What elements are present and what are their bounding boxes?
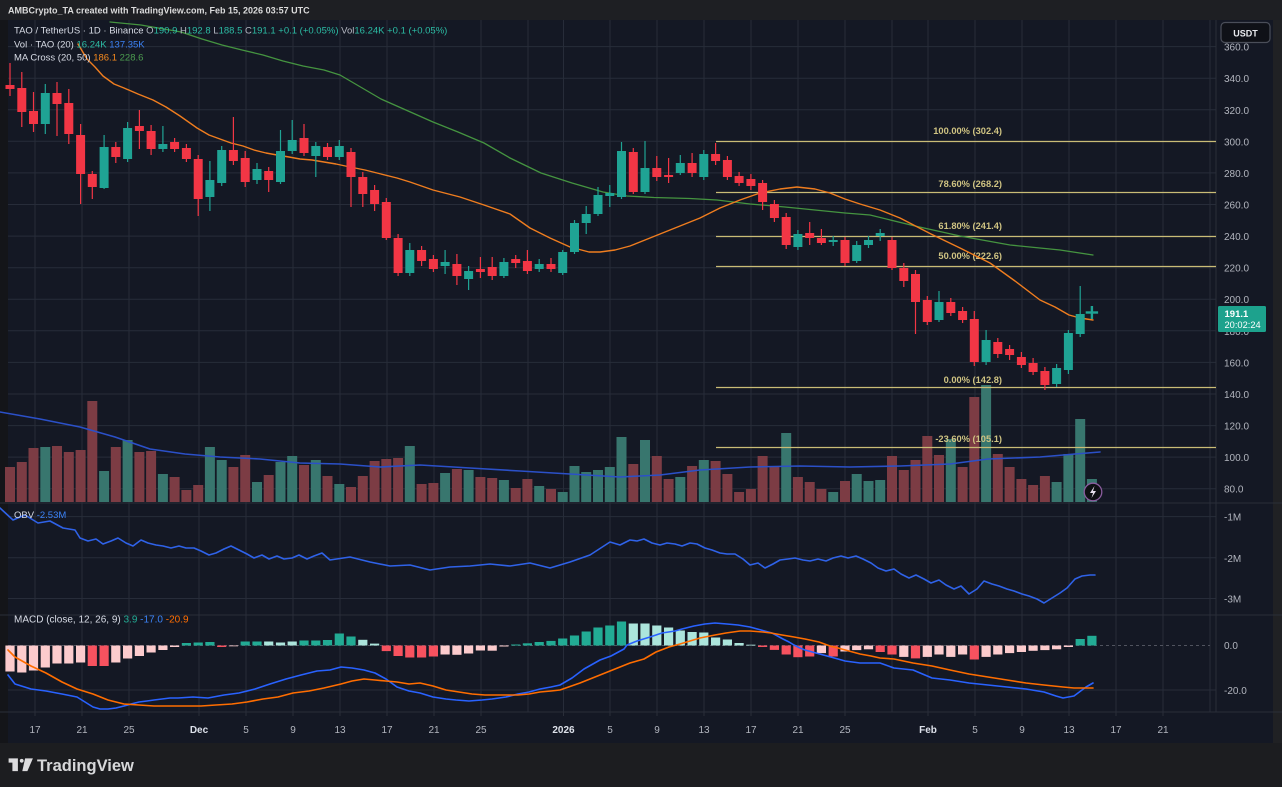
svg-text:78.60% (268.2): 78.60% (268.2): [938, 179, 1002, 189]
svg-text:9: 9: [290, 725, 296, 736]
svg-text:61.80% (241.4): 61.80% (241.4): [938, 221, 1002, 231]
svg-text:9: 9: [654, 725, 660, 736]
svg-text:5: 5: [972, 725, 978, 736]
svg-text:21: 21: [76, 725, 88, 736]
svg-text:17: 17: [1110, 725, 1122, 736]
svg-text:USDT: USDT: [1233, 29, 1258, 39]
svg-text:OBV -2.53M: OBV -2.53M: [14, 510, 66, 521]
svg-text:5: 5: [243, 725, 249, 736]
svg-text:17: 17: [29, 725, 41, 736]
svg-text:9: 9: [1019, 725, 1025, 736]
svg-text:300.0: 300.0: [1224, 137, 1249, 148]
svg-text:MA Cross (20, 50) 186.1 228.: MA Cross (20, 50) 186.1 228.6: [14, 53, 143, 64]
svg-text:-1M: -1M: [1224, 513, 1241, 524]
svg-text:MACD (close, 12, 26, 9) 3.9: MACD (close, 12, 26, 9) 3.9 -17.0 -20.9: [14, 615, 189, 626]
svg-text:180.0: 180.0: [1224, 327, 1249, 338]
svg-text:21: 21: [1157, 725, 1169, 736]
svg-text:0.00% (142.8): 0.00% (142.8): [944, 375, 1002, 385]
svg-text:Vol · TAO (20) 16.24K 137.35: Vol · TAO (20) 16.24K 137.35K: [14, 40, 145, 51]
svg-text:220.0: 220.0: [1224, 264, 1249, 275]
svg-text:340.0: 340.0: [1224, 74, 1249, 85]
svg-text:-3M: -3M: [1224, 595, 1241, 606]
svg-text:2026: 2026: [552, 725, 575, 736]
svg-text:140.0: 140.0: [1224, 390, 1249, 401]
svg-text:TradingView: TradingView: [37, 757, 134, 775]
svg-text:20:02:24: 20:02:24: [1225, 320, 1261, 330]
svg-text:13: 13: [334, 725, 346, 736]
svg-text:50.00% (222.6): 50.00% (222.6): [938, 251, 1002, 261]
svg-text:25: 25: [839, 725, 851, 736]
svg-text:-2M: -2M: [1224, 554, 1241, 565]
svg-text:0.0: 0.0: [1224, 641, 1238, 652]
svg-text:13: 13: [1063, 725, 1075, 736]
svg-text:120.0: 120.0: [1224, 422, 1249, 433]
svg-text:160.0: 160.0: [1224, 358, 1249, 369]
svg-text:TAO / TetherUS · 1D · Binance: TAO / TetherUS · 1D · Binance O190.9 H19…: [14, 26, 447, 37]
svg-text:AMBCrypto_TA created with Trad: AMBCrypto_TA created with TradingView.co…: [8, 6, 310, 16]
svg-text:17: 17: [381, 725, 393, 736]
svg-text:17: 17: [745, 725, 757, 736]
svg-text:13: 13: [698, 725, 710, 736]
svg-text:-23.60% (105.1): -23.60% (105.1): [935, 434, 1002, 444]
svg-text:21: 21: [428, 725, 440, 736]
svg-text:25: 25: [123, 725, 135, 736]
svg-text:240.0: 240.0: [1224, 232, 1249, 243]
svg-text:100.0: 100.0: [1224, 453, 1249, 464]
svg-text:Feb: Feb: [919, 725, 937, 736]
svg-text:-20.0: -20.0: [1224, 686, 1247, 697]
svg-text:320.0: 320.0: [1224, 106, 1249, 117]
svg-text:5: 5: [607, 725, 613, 736]
svg-text:25: 25: [475, 725, 487, 736]
svg-text:200.0: 200.0: [1224, 295, 1249, 306]
svg-text:Dec: Dec: [190, 725, 209, 736]
svg-text:280.0: 280.0: [1224, 169, 1249, 180]
svg-text:100.00% (302.4): 100.00% (302.4): [933, 126, 1002, 136]
svg-text:191.1: 191.1: [1225, 309, 1249, 320]
svg-text:80.0: 80.0: [1224, 485, 1244, 496]
svg-text:360.0: 360.0: [1224, 43, 1249, 54]
svg-text:260.0: 260.0: [1224, 201, 1249, 212]
svg-text:21: 21: [792, 725, 804, 736]
